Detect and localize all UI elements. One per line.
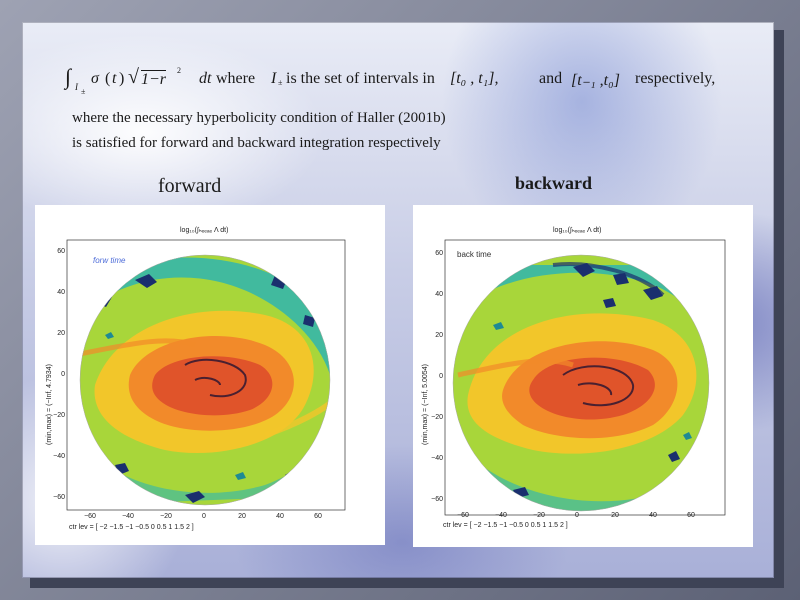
- backward-x-tick-label: −20: [533, 512, 545, 519]
- backward-x-ticks: −60 −40 −20 0 20 40 60: [457, 512, 695, 519]
- and-text: and: [539, 70, 563, 87]
- forward-x-tick-label: 20: [238, 513, 246, 520]
- frame-shadow-bottom: [30, 578, 784, 588]
- forward-x-ticks: −60 −40 −20 0 20 40 60: [84, 513, 322, 520]
- where-text: where: [216, 70, 256, 87]
- forward-y-tick-label: 0: [61, 371, 65, 378]
- backward-axes-frame: [444, 239, 726, 516]
- forward-plot-svg: log₁₀(∫ₕₑₑₐₑ Λ dt) forw time 6040200−20−…: [46, 227, 346, 531]
- body-line-1: where the necessary hyperbolicity condit…: [72, 110, 446, 126]
- forward-x-tick-label: 40: [276, 513, 284, 520]
- backward-domain-circle: [452, 254, 710, 512]
- paren-open: (: [105, 70, 111, 87]
- sigma-symbol: σ: [91, 70, 99, 87]
- integral-sign: ∫: [65, 64, 72, 89]
- backward-inset-label: back time: [457, 250, 492, 259]
- integral-subscript-pm: ±: [81, 87, 86, 96]
- frame-shadow-right: [774, 30, 784, 586]
- forward-plot-panel: log₁₀(∫ₕₑₑₐₑ Λ dt) forw time 60 40 20 0 −20−…: [35, 205, 385, 545]
- interval-backward: [t₋₁ ,t₀]: [571, 72, 620, 89]
- body-line-2: is satisfied for forward and backward in…: [72, 135, 441, 151]
- backward-y-ticks: 60 40 20 0 −20 −40 −60: [431, 250, 443, 503]
- forward-x-tick-label: −40: [122, 513, 134, 520]
- forward-y-tick-label: −40: [53, 453, 65, 460]
- forward-y-tick-label: 60: [57, 248, 65, 255]
- forward-y-tick-label: 40: [57, 289, 65, 296]
- forward-y-tick-label: −20: [53, 412, 65, 419]
- forward-label: forward: [158, 175, 222, 197]
- backward-plot-panel: log₁₀(∫ₕₑₑₐₑ Λ dt) back time 60 40 20 0 −20−…: [413, 205, 753, 547]
- backward-y-tick-label: 20: [435, 332, 443, 339]
- backward-y-tick-label: −40: [431, 455, 443, 462]
- backward-label: backward: [515, 173, 593, 193]
- dt-text: dt: [199, 70, 212, 87]
- sqrt-body: 1−r: [141, 70, 167, 88]
- paren-close: ): [119, 70, 125, 87]
- forward-x-axis-label: ctr lev = [ −2 −1.5 −1 −0.5 0 0.5 1 1.5 …: [69, 524, 194, 531]
- backward-y-tick-label: 40: [435, 291, 443, 298]
- forward-x-tick-label: −20: [160, 513, 172, 520]
- forward-domain-circle: [79, 254, 331, 506]
- forward-x-tick-label: 60: [314, 513, 322, 520]
- backward-x-tick-label: 0: [575, 512, 579, 519]
- forward-x-tick-label: 0: [202, 513, 206, 520]
- forward-y-ticks: 60 40 20 0 −20 −40 −60: [53, 248, 65, 501]
- backward-y-tick-label: 60: [435, 250, 443, 257]
- forward-x-tick-label: −60: [84, 513, 96, 520]
- respectively-text: respectively,: [635, 70, 716, 87]
- backward-x-tick-label: −60: [457, 512, 469, 519]
- backward-x-tick-label: −40: [495, 512, 507, 519]
- backward-y-axis-label: (min,max) = (−Inf, 5.0054): [422, 364, 429, 445]
- backward-plot-svg: log₁₀(∫ₕₑₑₐₑ Λ dt) back time 6040200−20−…: [422, 227, 726, 529]
- forward-axes-frame: [66, 239, 346, 511]
- forward-plot-title: log₁₀(∫ₕₑₑₐₑ Λ dt): [180, 227, 228, 234]
- backward-x-tick-label: 60: [687, 512, 695, 519]
- intervals-text: is the set of intervals in: [286, 70, 435, 87]
- backward-x-tick-label: 20: [611, 512, 619, 519]
- sqrt-exponent: 2: [177, 66, 181, 75]
- integral-subscript-i: I: [75, 82, 78, 92]
- t-variable: t: [112, 70, 117, 87]
- sqrt-sign: √: [128, 66, 139, 88]
- interval-forward: [t₀ , t₁],: [450, 70, 499, 87]
- backward-y-tick-label: −20: [431, 414, 443, 421]
- backward-x-axis-label: ctr lev = [ −2 −1.5 −1 −0.5 0 0.5 1 1.5 …: [443, 522, 568, 529]
- forward-inset-label: forw time: [93, 256, 126, 265]
- i-subscript: ±: [278, 78, 283, 87]
- forward-field: [80, 255, 330, 505]
- backward-plot-title: log₁₀(∫ₕₑₑₐₑ Λ dt): [553, 227, 601, 234]
- backward-y-tick-label: −60: [431, 496, 443, 503]
- formula-line: ∫ I ± σ ( t ) √ 1−r 2 dt where I ± is th…: [65, 62, 745, 102]
- i-letter: I: [271, 70, 277, 87]
- forward-y-axis-label: (min,max) = (−Inf, 4.7934): [46, 364, 53, 445]
- backward-field: [453, 255, 709, 511]
- forward-y-tick-label: −60: [53, 494, 65, 501]
- forward-y-tick-label: 20: [57, 330, 65, 337]
- backward-y-tick-label: 0: [439, 373, 443, 380]
- backward-x-tick-label: 40: [649, 512, 657, 519]
